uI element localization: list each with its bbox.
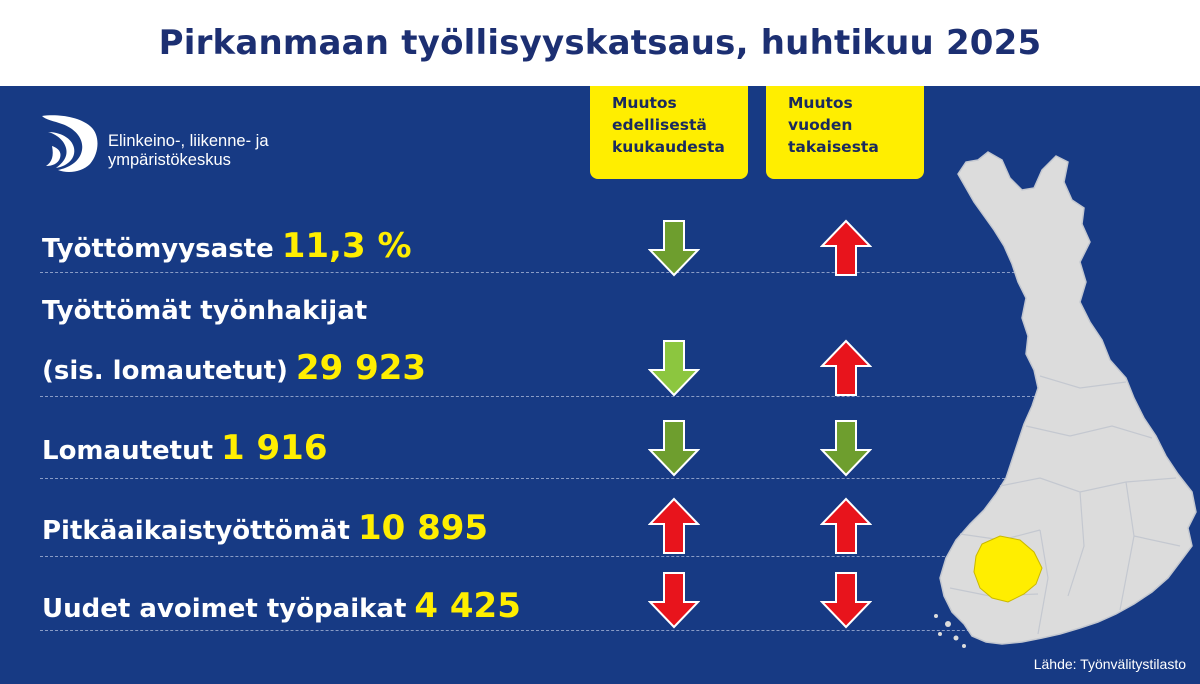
header-yearly-line-1: Muutos xyxy=(788,94,853,112)
row-value: 1 916 xyxy=(221,428,328,468)
row-label-line-1: Työttömät työnhakijat xyxy=(42,296,368,326)
row-label-text: Uudet avoimet työpaikat xyxy=(42,594,407,624)
header-yearly-change: Muutos vuoden takaisesta xyxy=(766,86,924,179)
row-label-text: Pitkäaikaistyöttömät xyxy=(42,516,350,546)
pirkanmaa-region xyxy=(973,535,1043,603)
arrow-down-shape xyxy=(648,572,700,629)
row-divider xyxy=(40,556,1040,557)
arrow-down-shape xyxy=(820,572,872,629)
row-value: 4 425 xyxy=(414,586,521,626)
arrow-icon-monthly xyxy=(648,220,700,277)
row-label: Lomautetut 1 916 xyxy=(42,428,327,468)
header-monthly-line-1: Muutos xyxy=(612,94,677,112)
arrow-up-shape xyxy=(820,219,872,276)
finland-map-icon xyxy=(934,151,1197,648)
row-label: Työttömyysaste 11,3 % xyxy=(42,226,412,266)
source-note: Lähde: Työnvälitystilasto xyxy=(1033,656,1186,672)
arrow-up-shape xyxy=(648,497,700,554)
arrow-down-shape xyxy=(820,420,872,477)
ely-logo-icon xyxy=(42,115,98,172)
archipelago xyxy=(934,614,966,648)
row-divider xyxy=(40,272,1040,273)
arrow-icon-monthly xyxy=(648,572,700,629)
arrow-icon-yearly xyxy=(820,497,872,554)
page-title: Pirkanmaan työllisyyskatsaus, huhtikuu 2… xyxy=(158,23,1042,63)
arrow-up-shape xyxy=(820,497,872,554)
row-divider xyxy=(40,478,1040,479)
row-value: 29 923 xyxy=(295,348,427,388)
row-label: Pitkäaikaistyöttömät 10 895 xyxy=(42,508,488,548)
arrow-icon-monthly xyxy=(648,497,700,554)
row-value: 11,3 % xyxy=(281,226,412,266)
arrow-icon-yearly xyxy=(820,420,872,477)
arrow-icon-yearly xyxy=(820,572,872,629)
arrow-down-shape xyxy=(648,220,700,277)
row-value: 10 895 xyxy=(357,508,489,548)
arrow-icon-monthly xyxy=(648,420,700,477)
header-monthly-line-3: kuukaudesta xyxy=(612,138,725,156)
arrow-icon-yearly xyxy=(820,339,872,396)
row-label: Uudet avoimet työpaikat 4 425 xyxy=(42,586,521,626)
header-yearly-line-3: takaisesta xyxy=(788,138,879,156)
region-borders xyxy=(949,375,1181,635)
row-label-text: Työttömyysaste xyxy=(42,234,274,264)
content-panel: Elinkeino-, liikenne- ja ympäristökeskus… xyxy=(0,86,1200,684)
logo-line-2: ympäristökeskus xyxy=(108,151,231,169)
title-bar: Pirkanmaan työllisyyskatsaus, huhtikuu 2… xyxy=(0,0,1200,86)
header-monthly-line-2: edellisestä xyxy=(612,116,707,134)
row-divider xyxy=(40,630,1040,631)
arrow-down-shape xyxy=(648,340,700,397)
arrow-up-shape xyxy=(820,339,872,396)
ely-logo-text: Elinkeino-, liikenne- ja ympäristökeskus xyxy=(108,132,269,170)
arrow-icon-monthly xyxy=(648,340,700,397)
logo-line-1: Elinkeino-, liikenne- ja xyxy=(108,132,269,150)
header-yearly-line-2: vuoden xyxy=(788,116,853,134)
ely-logo: Elinkeino-, liikenne- ja ympäristökeskus xyxy=(38,112,298,178)
header-monthly-change: Muutos edellisestä kuukaudesta xyxy=(590,86,748,179)
arrow-down-shape xyxy=(648,420,700,477)
row-label-text: (sis. lomautetut) xyxy=(42,356,288,386)
row-divider xyxy=(40,396,1040,397)
row-label-text: Lomautetut xyxy=(42,436,214,466)
arrow-icon-yearly xyxy=(820,219,872,276)
row-label: (sis. lomautetut) 29 923 xyxy=(42,348,426,388)
